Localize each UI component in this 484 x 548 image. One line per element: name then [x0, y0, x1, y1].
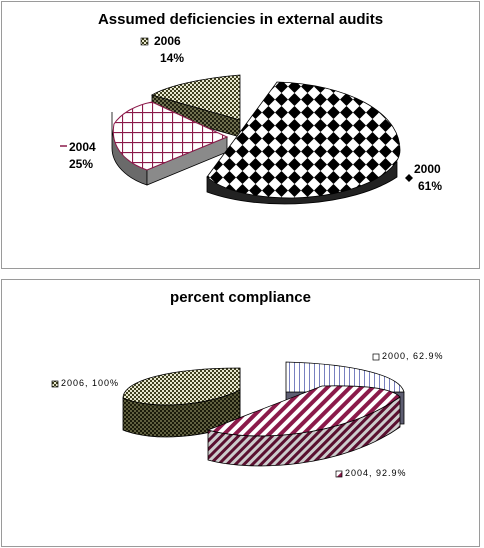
legend-key-2000 [405, 174, 413, 182]
legend-key-2004 [335, 470, 343, 478]
legend-key-2006 [140, 37, 149, 46]
chart-panel-compliance: percent compliance [1, 279, 480, 547]
chart-panel-deficiencies: Assumed deficiencies in external audits [1, 1, 480, 269]
label-2004: 2004, 92.9% [345, 468, 407, 478]
slice-2004 [112, 101, 229, 171]
slice-2006 [122, 367, 241, 406]
legend-key-2006 [51, 380, 59, 388]
pie-chart-deficiencies [60, 37, 413, 205]
label-2000: 2000 61% [414, 162, 443, 193]
slice-2006 [151, 74, 241, 121]
slice-2000 [285, 361, 405, 393]
chart-title: percent compliance [170, 289, 311, 306]
label-2006: 2006 14% [154, 34, 185, 65]
legend-key-2000 [372, 353, 380, 361]
chart-title: Assumed deficiencies in external audits [97, 11, 384, 28]
label-2006: 2006, 100% [61, 378, 120, 388]
slice-2004 [206, 385, 401, 437]
label-2004: 2004 25% [69, 140, 96, 171]
slice-2000 [206, 81, 401, 199]
label-2000: 2000, 62.9% [382, 351, 444, 361]
pie-chart-compliance [51, 353, 405, 478]
